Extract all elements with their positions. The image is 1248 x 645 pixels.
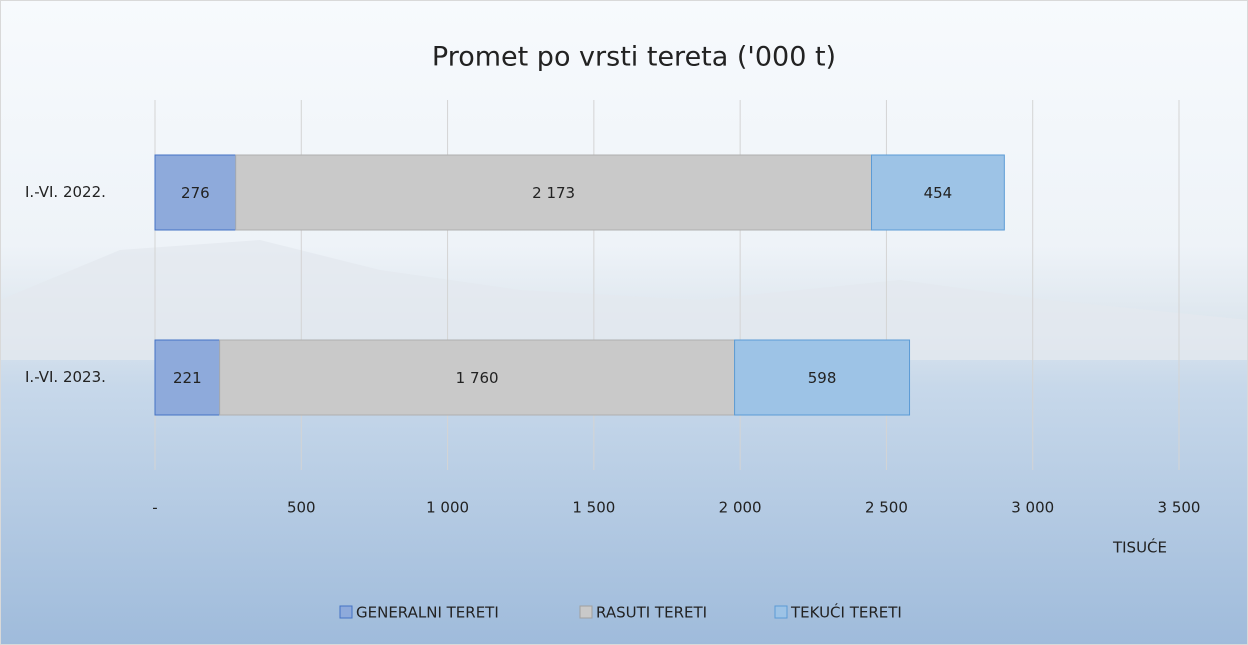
legend-swatch (775, 606, 787, 618)
legend-label: RASUTI TERETI (596, 604, 707, 622)
chart: Promet po vrsti tereta ('000 t) TISUĆE -… (0, 0, 1248, 645)
legend-swatch (340, 606, 352, 618)
x-tick-label: 2 500 (865, 499, 908, 517)
x-tick-label: 500 (287, 499, 316, 517)
page: Promet po vrsti tereta ('000 t) TISUĆE -… (0, 0, 1248, 645)
x-tick-label: 1 500 (572, 499, 615, 517)
axis-unit-label: TISUĆE (1112, 538, 1167, 557)
y-tick-label: I.-VI. 2022. (25, 183, 106, 201)
data-label: 598 (808, 369, 837, 387)
chart-title: Promet po vrsti tereta ('000 t) (432, 42, 836, 73)
data-label: 2 173 (532, 184, 575, 202)
data-label: 1 760 (456, 369, 499, 387)
data-label: 454 (924, 184, 953, 202)
data-label: 276 (181, 184, 210, 202)
legend-swatch (580, 606, 592, 618)
x-tick-label: - (152, 499, 157, 517)
x-tick-label: 3 500 (1158, 499, 1201, 517)
x-tick-label: 2 000 (719, 499, 762, 517)
y-tick-label: I.-VI. 2023. (25, 368, 106, 386)
x-tick-label: 3 000 (1011, 499, 1054, 517)
legend-label: GENERALNI TERETI (356, 604, 499, 622)
data-label: 221 (173, 369, 202, 387)
x-tick-label: 1 000 (426, 499, 469, 517)
legend-label: TEKUĆI TERETI (790, 603, 902, 622)
